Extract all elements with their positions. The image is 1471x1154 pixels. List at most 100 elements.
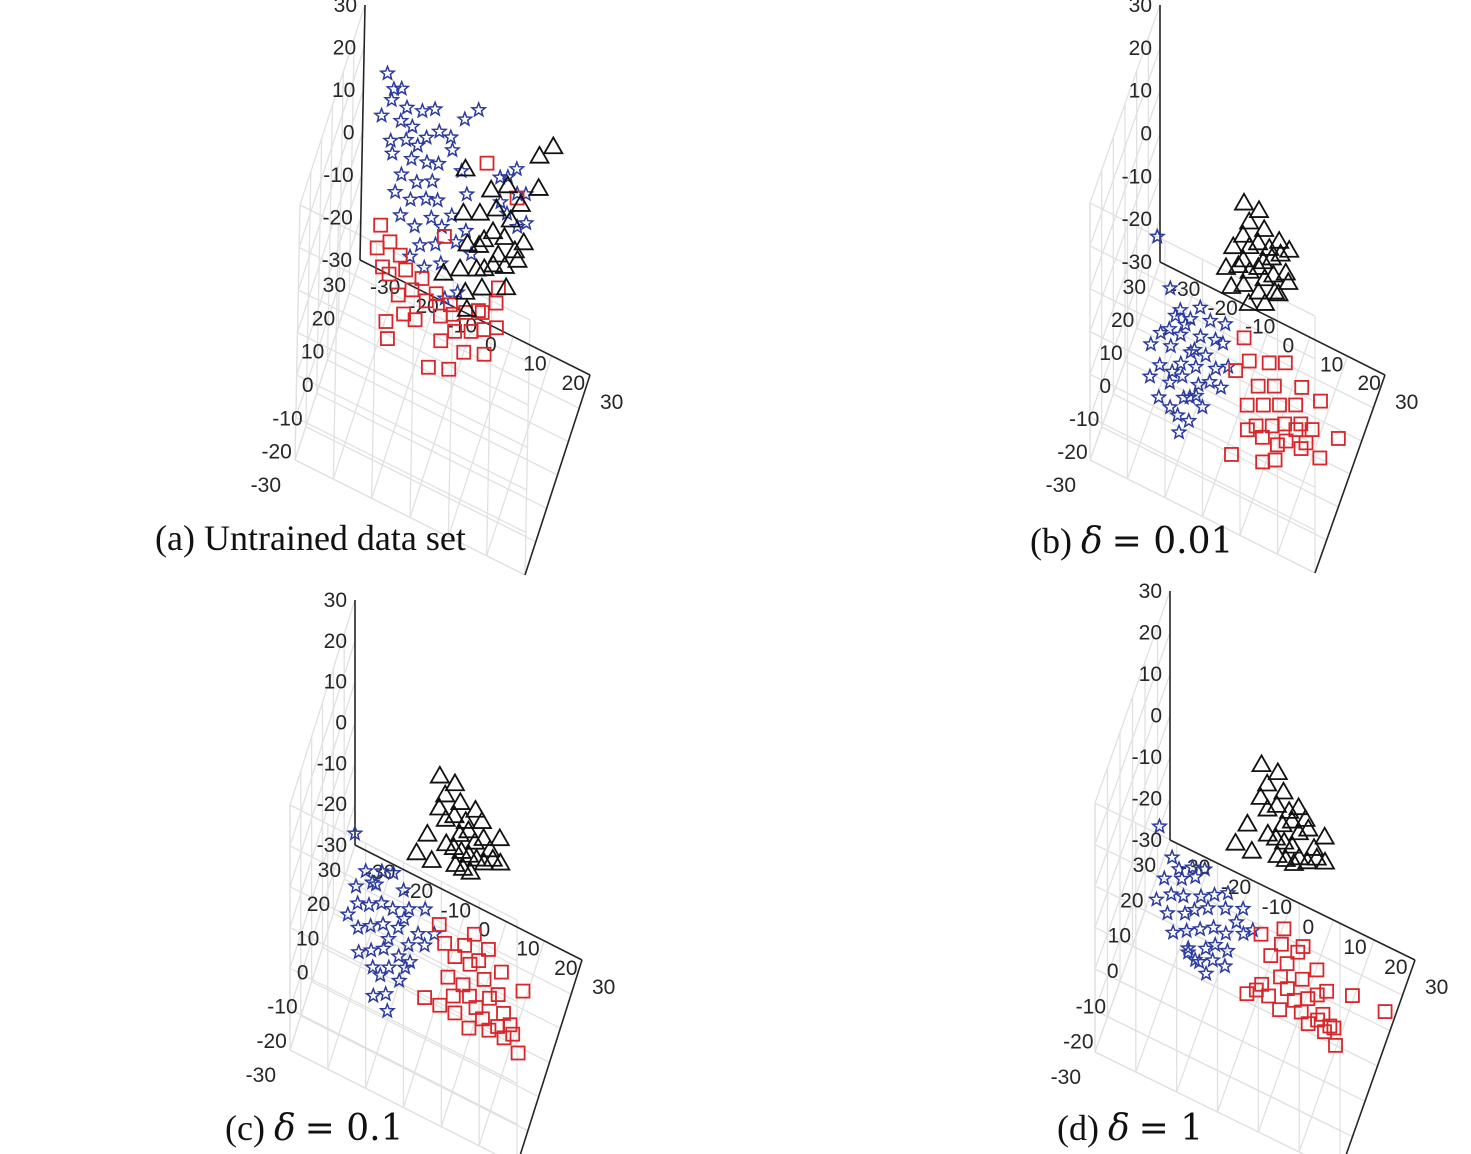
grid-line bbox=[296, 132, 364, 333]
square-point bbox=[1300, 1016, 1316, 1032]
star-point bbox=[1205, 885, 1224, 903]
grid-lines bbox=[289, 599, 583, 1154]
star-point bbox=[1216, 899, 1235, 916]
star-point bbox=[1234, 924, 1253, 942]
star-point bbox=[390, 971, 408, 989]
data-points bbox=[339, 765, 531, 1061]
triangle-point bbox=[1277, 271, 1299, 290]
square-point bbox=[1293, 441, 1309, 456]
square-point bbox=[1263, 948, 1279, 963]
star-point bbox=[1177, 921, 1196, 939]
square-point bbox=[1288, 397, 1304, 413]
y-tick-label: 0 bbox=[1099, 375, 1111, 398]
x-tick-label: -30 bbox=[1170, 278, 1200, 301]
triangle-point bbox=[464, 831, 486, 850]
star-point bbox=[364, 986, 382, 1004]
square-point bbox=[369, 240, 385, 256]
z-tick-label: -30 bbox=[317, 834, 347, 857]
square-point bbox=[447, 323, 462, 339]
z-tick-label: -10 bbox=[1132, 746, 1162, 769]
square-point bbox=[1278, 433, 1294, 449]
square-point bbox=[1288, 422, 1304, 438]
series-class-square bbox=[369, 155, 525, 377]
y-tick-label: -10 bbox=[272, 407, 302, 430]
star-point bbox=[1206, 935, 1224, 953]
triangle-point bbox=[468, 234, 490, 253]
y-tick-label: -20 bbox=[261, 441, 291, 464]
square-point bbox=[1240, 422, 1255, 438]
caption-c: (c) δ = 0.1 bbox=[225, 1107, 404, 1149]
star-point bbox=[1185, 900, 1204, 918]
x-tick-label: 0 bbox=[485, 334, 497, 357]
square-point bbox=[443, 297, 458, 313]
square-point bbox=[510, 1045, 526, 1061]
z-tick-label: 20 bbox=[324, 630, 347, 653]
series-class-triangle bbox=[1224, 753, 1336, 871]
triangle-point bbox=[454, 281, 476, 300]
star-point bbox=[386, 182, 404, 200]
triangle-point bbox=[1248, 199, 1270, 218]
panel-d: 30 20 10 0 -10 -20 -30 30 20 10 0 -10 -20 -30 -30 -20 -1… bbox=[795, 577, 1471, 1154]
y-tick-label: -20 bbox=[1057, 441, 1087, 464]
square-point bbox=[488, 295, 504, 311]
star-point bbox=[1162, 885, 1180, 902]
triangle-point bbox=[1236, 813, 1258, 832]
star-point bbox=[1162, 336, 1180, 354]
z-tick-label: -20 bbox=[1122, 208, 1152, 231]
x-axis-line bbox=[1345, 959, 1416, 1154]
square-point bbox=[382, 234, 398, 250]
square-point bbox=[373, 217, 389, 233]
triangle-point bbox=[1288, 821, 1310, 841]
triangle-point bbox=[1314, 826, 1336, 845]
triangle-point bbox=[444, 772, 466, 792]
star-point bbox=[491, 168, 509, 185]
grid-line bbox=[289, 804, 518, 921]
caption-d-value: = 1 bbox=[1138, 1108, 1204, 1149]
star-point bbox=[423, 172, 441, 189]
triangle-point bbox=[460, 861, 482, 880]
z-tick-label: 30 bbox=[1139, 580, 1162, 603]
star-point bbox=[391, 206, 410, 223]
star-point bbox=[360, 895, 378, 913]
square-point bbox=[432, 997, 448, 1013]
star-point bbox=[390, 947, 408, 964]
star-point bbox=[349, 918, 367, 936]
z-tick-label: -10 bbox=[1122, 165, 1152, 188]
triangle-point bbox=[464, 799, 487, 818]
grid-line bbox=[1089, 4, 1161, 204]
star-point bbox=[1216, 957, 1234, 974]
y-axis-line bbox=[1169, 839, 1416, 961]
triangle-point bbox=[1257, 823, 1279, 842]
square-point bbox=[445, 988, 461, 1004]
caption-b-delta: δ bbox=[1080, 521, 1103, 562]
triangle-point bbox=[435, 808, 457, 827]
star-point bbox=[456, 110, 474, 127]
star-point bbox=[1204, 918, 1223, 935]
star-point bbox=[1186, 950, 1204, 968]
triangle-point bbox=[542, 135, 564, 155]
star-point bbox=[1142, 335, 1160, 352]
triangle-point bbox=[1270, 243, 1292, 262]
star-point bbox=[392, 165, 411, 182]
square-point bbox=[1272, 397, 1287, 413]
star-point bbox=[469, 100, 488, 118]
star-point bbox=[380, 958, 398, 975]
star-point bbox=[1197, 939, 1215, 957]
y-tick-label: 10 bbox=[296, 927, 319, 950]
triangle-point bbox=[485, 197, 508, 217]
x-tick-label: -20 bbox=[1221, 876, 1251, 899]
y-tick-label: 30 bbox=[1123, 276, 1146, 299]
star-point bbox=[364, 958, 382, 975]
star-point bbox=[1172, 354, 1190, 372]
z-tick-label: 20 bbox=[1129, 37, 1152, 60]
star-point bbox=[1158, 904, 1177, 921]
triangle-point bbox=[473, 851, 495, 871]
triangle-point bbox=[1250, 753, 1273, 773]
star-point bbox=[382, 90, 401, 108]
triangle-point bbox=[432, 262, 455, 281]
triangle-point bbox=[449, 791, 471, 810]
square-point bbox=[1264, 418, 1280, 434]
y-tick-label: 0 bbox=[297, 962, 309, 985]
y-tick-label: -30 bbox=[1051, 1066, 1081, 1089]
square-point bbox=[447, 949, 463, 964]
